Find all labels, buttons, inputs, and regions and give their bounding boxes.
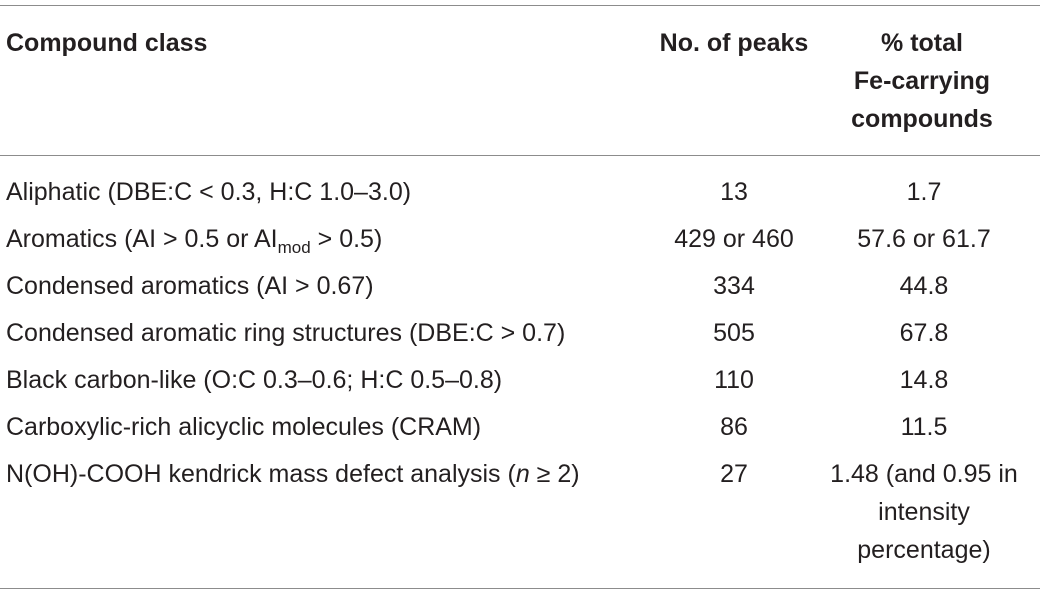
compound-class-subscript: mod [277, 238, 311, 257]
table-row-compound-class: Condensed aromatic ring structures (DBE:… [6, 319, 566, 347]
table-row-percent: 14.8 [899, 366, 949, 394]
compound-class-text: N(OH)-COOH kendrick mass defect analysis… [6, 460, 516, 488]
table-row-percent: 1.48 (and 0.95 in intensity percentage) [808, 455, 1040, 569]
header-compound-class: Compound class [6, 29, 208, 57]
table-row-peaks: 86 [720, 413, 748, 441]
compound-class-text: Aromatics (AI > 0.5 or AI [6, 225, 278, 253]
table-row-peaks: 505 [713, 319, 755, 347]
table-row-peaks: 429 or 460 [674, 225, 794, 253]
header-no-of-peaks: No. of peaks [659, 29, 809, 57]
table-row-peaks: 13 [720, 178, 748, 206]
table-row-percent: 1.7 [906, 178, 942, 206]
table-row-compound-class: Black carbon-like (O:C 0.3–0.6; H:C 0.5–… [6, 366, 503, 394]
table-row-peaks: 334 [713, 272, 755, 300]
table-row-compound-class: Condensed aromatics (AI > 0.67) [6, 272, 374, 300]
header-percent-total-line: % total [881, 29, 963, 57]
percent-line: percentage) [857, 536, 991, 564]
compound-class-text: > 0.5) [310, 225, 383, 253]
header-percent-total-line: compounds [851, 105, 993, 133]
compound-class-text: ≥ 2) [529, 460, 580, 488]
table-bottom-rule [0, 588, 1040, 589]
header-bottom-rule [0, 155, 1040, 156]
percent-line: intensity [878, 498, 970, 526]
header-percent-total-line: Fe-carrying [853, 67, 991, 95]
table-row-compound-class: Carboxylic-rich alicyclic molecules (CRA… [6, 413, 482, 441]
table-row-percent: 67.8 [899, 319, 949, 347]
table-row-compound-class: Aliphatic (DBE:C < 0.3, H:C 1.0–3.0) [6, 178, 412, 206]
table-row-peaks: 110 [714, 366, 754, 394]
percent-line: 1.48 (and 0.95 in [830, 460, 1018, 488]
table-row-compound-class: N(OH)-COOH kendrick mass defect analysis… [6, 455, 580, 493]
table-row-compound-class: Aromatics (AI > 0.5 or AImod > 0.5) [6, 220, 382, 261]
table-top-rule [0, 5, 1040, 6]
table-row-percent: 44.8 [899, 272, 949, 300]
table-row-percent: 57.6 or 61.7 [857, 225, 991, 253]
table-row-percent: 11.5 [900, 413, 948, 441]
header-percent-total: % total Fe-carrying compounds [818, 24, 1026, 138]
compound-class-italic: n [515, 460, 530, 488]
table-row-peaks: 27 [720, 460, 748, 488]
